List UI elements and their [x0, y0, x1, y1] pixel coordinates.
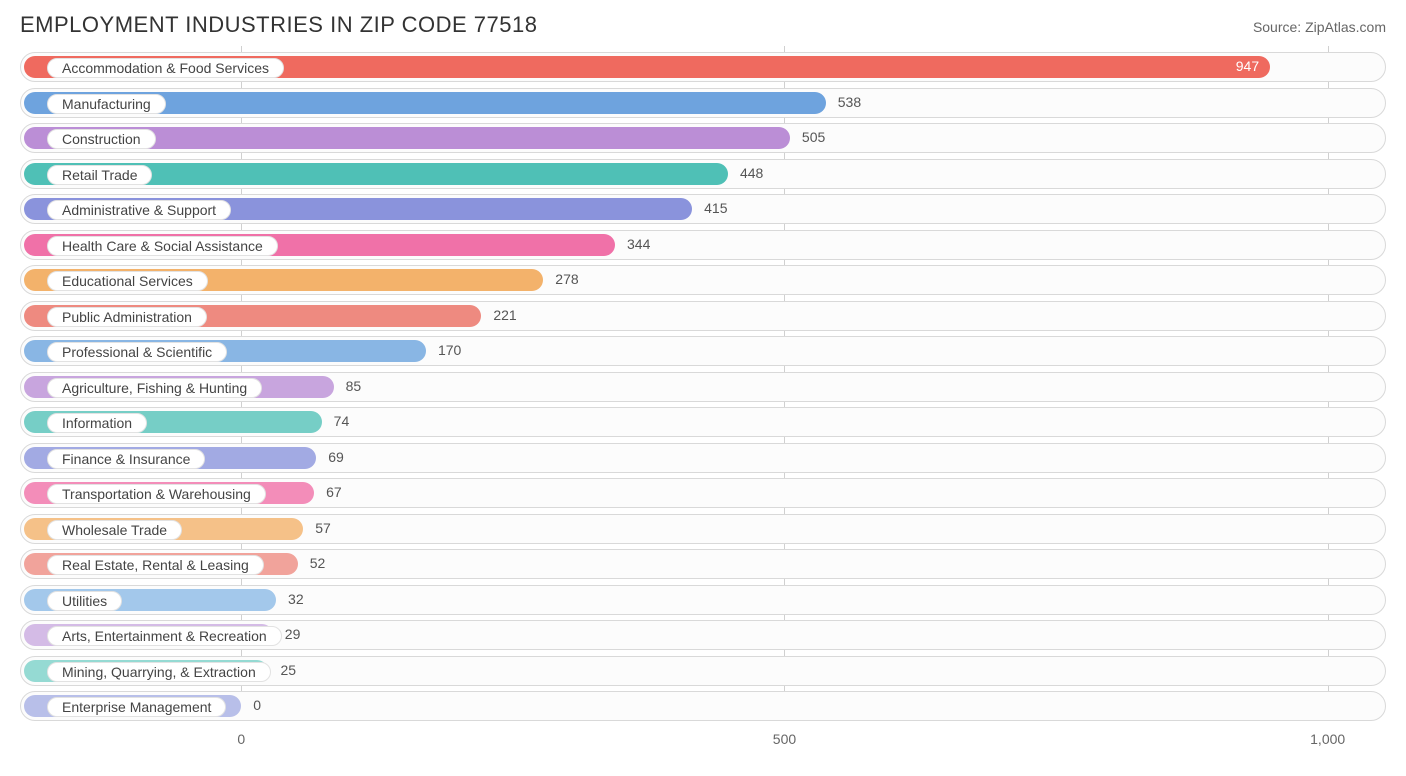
bar-value: 221 — [493, 307, 516, 323]
bar-row: Health Care & Social Assistance 344 — [20, 230, 1386, 260]
bar-row: Real Estate, Rental & Leasing 52 — [20, 549, 1386, 579]
axis-tick-label: 1,000 — [1310, 731, 1345, 747]
bar-label: Wholesale Trade — [47, 520, 182, 540]
bar-value: 505 — [802, 129, 825, 145]
bar-value: 57 — [315, 520, 331, 536]
bar-value: 170 — [438, 342, 461, 358]
chart-area: Accommodation & Food Services 947 Manufact… — [0, 46, 1406, 721]
bar-row: Retail Trade 448 — [20, 159, 1386, 189]
bar-row: Educational Services 278 — [20, 265, 1386, 295]
bar-label: Enterprise Management — [47, 697, 226, 717]
bar-value: 25 — [280, 662, 296, 678]
bar-row: Wholesale Trade 57 — [20, 514, 1386, 544]
bar-value: 538 — [838, 94, 861, 110]
bar-value: 448 — [740, 165, 763, 181]
bar-row: Arts, Entertainment & Recreation29 — [20, 620, 1386, 650]
bar-value: 29 — [285, 626, 301, 642]
bar-label: Arts, Entertainment & Recreation — [47, 626, 282, 646]
bar-row: Public Administration 221 — [20, 301, 1386, 331]
bar-value: 415 — [704, 200, 727, 216]
bar-value: 947 — [1236, 58, 1259, 74]
bar-value: 74 — [334, 413, 350, 429]
x-axis: 0 500 1,000 — [20, 727, 1386, 757]
axis-tick-label: 500 — [773, 731, 796, 747]
bar-label: Educational Services — [47, 271, 208, 291]
bar-label: Health Care & Social Assistance — [47, 236, 278, 256]
bar-label: Accommodation & Food Services — [47, 58, 284, 78]
bar-value: 32 — [288, 591, 304, 607]
bar-value: 69 — [328, 449, 344, 465]
bar-row: Enterprise Management 0 — [20, 691, 1386, 721]
bar-row: Finance & Insurance 69 — [20, 443, 1386, 473]
bar-row: Manufacturing 538 — [20, 88, 1386, 118]
bar-label: Finance & Insurance — [47, 449, 205, 469]
chart-title: EMPLOYMENT INDUSTRIES IN ZIP CODE 77518 — [20, 12, 538, 38]
bar-label: Agriculture, Fishing & Hunting — [47, 378, 262, 398]
chart-header: EMPLOYMENT INDUSTRIES IN ZIP CODE 77518 … — [0, 0, 1406, 46]
bar-label: Mining, Quarrying, & Extraction — [47, 662, 271, 682]
bar-label: Real Estate, Rental & Leasing — [47, 555, 264, 575]
bar-row: Information 74 — [20, 407, 1386, 437]
bar-value: 85 — [346, 378, 362, 394]
bar-value: 278 — [555, 271, 578, 287]
bar-value: 344 — [627, 236, 650, 252]
bar-label: Information — [47, 413, 147, 433]
bar-row: Utilities 32 — [20, 585, 1386, 615]
bar-label: Utilities — [47, 591, 122, 611]
bar-label: Retail Trade — [47, 165, 152, 185]
bar-row: Professional & Scientific 170 — [20, 336, 1386, 366]
bar-label: Administrative & Support — [47, 200, 231, 220]
bar-label: Public Administration — [47, 307, 207, 327]
bar-label: Manufacturing — [47, 94, 166, 114]
bar-value: 67 — [326, 484, 342, 500]
bar-value: 0 — [253, 697, 261, 713]
bar-row: Accommodation & Food Services 947 — [20, 52, 1386, 82]
bar-value: 52 — [310, 555, 326, 571]
chart-source: Source: ZipAtlas.com — [1253, 19, 1386, 35]
bar-label: Transportation & Warehousing — [47, 484, 266, 504]
bar-label: Construction — [47, 129, 156, 149]
axis-tick-label: 0 — [237, 731, 245, 747]
bar-row: Construction 505 — [20, 123, 1386, 153]
bar-label: Professional & Scientific — [47, 342, 227, 362]
bar-row: Agriculture, Fishing & Hunting 85 — [20, 372, 1386, 402]
bar-row: Mining, Quarrying, & Extraction 25 — [20, 656, 1386, 686]
bar-row: Administrative & Support 415 — [20, 194, 1386, 224]
bar-row: Transportation & Warehousing 67 — [20, 478, 1386, 508]
